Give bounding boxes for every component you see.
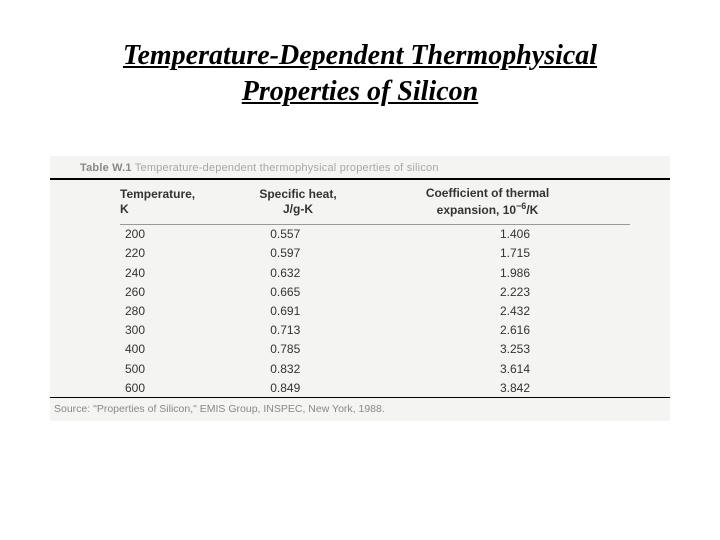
title-line-2: Properties of Silicon [0, 74, 720, 110]
col-header-thermal-expansion: Coefficient of thermal expansion, 10−6/K [391, 180, 670, 224]
source-citation: Source: "Properties of Silicon," EMIS Gr… [50, 398, 670, 421]
cell-thermal-expansion: 2.616 [323, 321, 670, 340]
cell-specific-heat: 0.785 [247, 340, 323, 359]
cell-thermal-expansion: 3.842 [323, 378, 670, 397]
cell-specific-heat: 0.632 [247, 263, 323, 282]
page-title-block: Temperature-Dependent Thermophysical Pro… [0, 0, 720, 111]
table-body: 2000.5571.4062200.5971.7152400.6321.9862… [50, 225, 670, 398]
cell-specific-heat: 0.713 [247, 321, 323, 340]
cell-thermal-expansion: 1.986 [323, 263, 670, 282]
cell-temperature: 220 [50, 244, 247, 263]
caption-text: Temperature-dependent thermophysical pro… [135, 162, 439, 174]
table-row: 4000.7853.253 [50, 340, 670, 359]
caption-prefix: Table W.1 [80, 162, 132, 174]
cell-thermal-expansion: 2.223 [323, 282, 670, 301]
table-row: 2800.6912.432 [50, 302, 670, 321]
table-row: 2400.6321.986 [50, 263, 670, 282]
cell-thermal-expansion: 1.715 [323, 244, 670, 263]
properties-table: Temperature, K Specific heat, J/g-K Coef… [50, 180, 670, 224]
cell-temperature: 240 [50, 263, 247, 282]
table-figure: Table W.1 Temperature-dependent thermoph… [50, 156, 670, 422]
col-header-temperature: Temperature, K [50, 180, 205, 224]
table-row: 5000.8323.614 [50, 359, 670, 378]
cell-thermal-expansion: 3.614 [323, 359, 670, 378]
title-line-1: Temperature-Dependent Thermophysical [0, 38, 720, 74]
cell-temperature: 260 [50, 282, 247, 301]
cell-temperature: 400 [50, 340, 247, 359]
cell-specific-heat: 0.665 [247, 282, 323, 301]
cell-temperature: 200 [50, 225, 247, 244]
properties-table-body: 2000.5571.4062200.5971.7152400.6321.9862… [50, 225, 670, 398]
table-row: 2000.5571.406 [50, 225, 670, 244]
table-row: 6000.8493.842 [50, 378, 670, 397]
cell-specific-heat: 0.849 [247, 378, 323, 397]
cell-specific-heat: 0.557 [247, 225, 323, 244]
table-row: 3000.7132.616 [50, 321, 670, 340]
cell-specific-heat: 0.832 [247, 359, 323, 378]
cell-temperature: 280 [50, 302, 247, 321]
table-row: 2200.5971.715 [50, 244, 670, 263]
cell-temperature: 500 [50, 359, 247, 378]
table-row: 2600.6652.223 [50, 282, 670, 301]
cell-thermal-expansion: 1.406 [323, 225, 670, 244]
table-caption: Table W.1 Temperature-dependent thermoph… [50, 156, 670, 178]
cell-thermal-expansion: 2.432 [323, 302, 670, 321]
table-header: Temperature, K Specific heat, J/g-K Coef… [50, 180, 670, 224]
cell-thermal-expansion: 3.253 [323, 340, 670, 359]
cell-temperature: 600 [50, 378, 247, 397]
cell-temperature: 300 [50, 321, 247, 340]
col-header-specific-heat: Specific heat, J/g-K [205, 180, 391, 224]
cell-specific-heat: 0.597 [247, 244, 323, 263]
cell-specific-heat: 0.691 [247, 302, 323, 321]
